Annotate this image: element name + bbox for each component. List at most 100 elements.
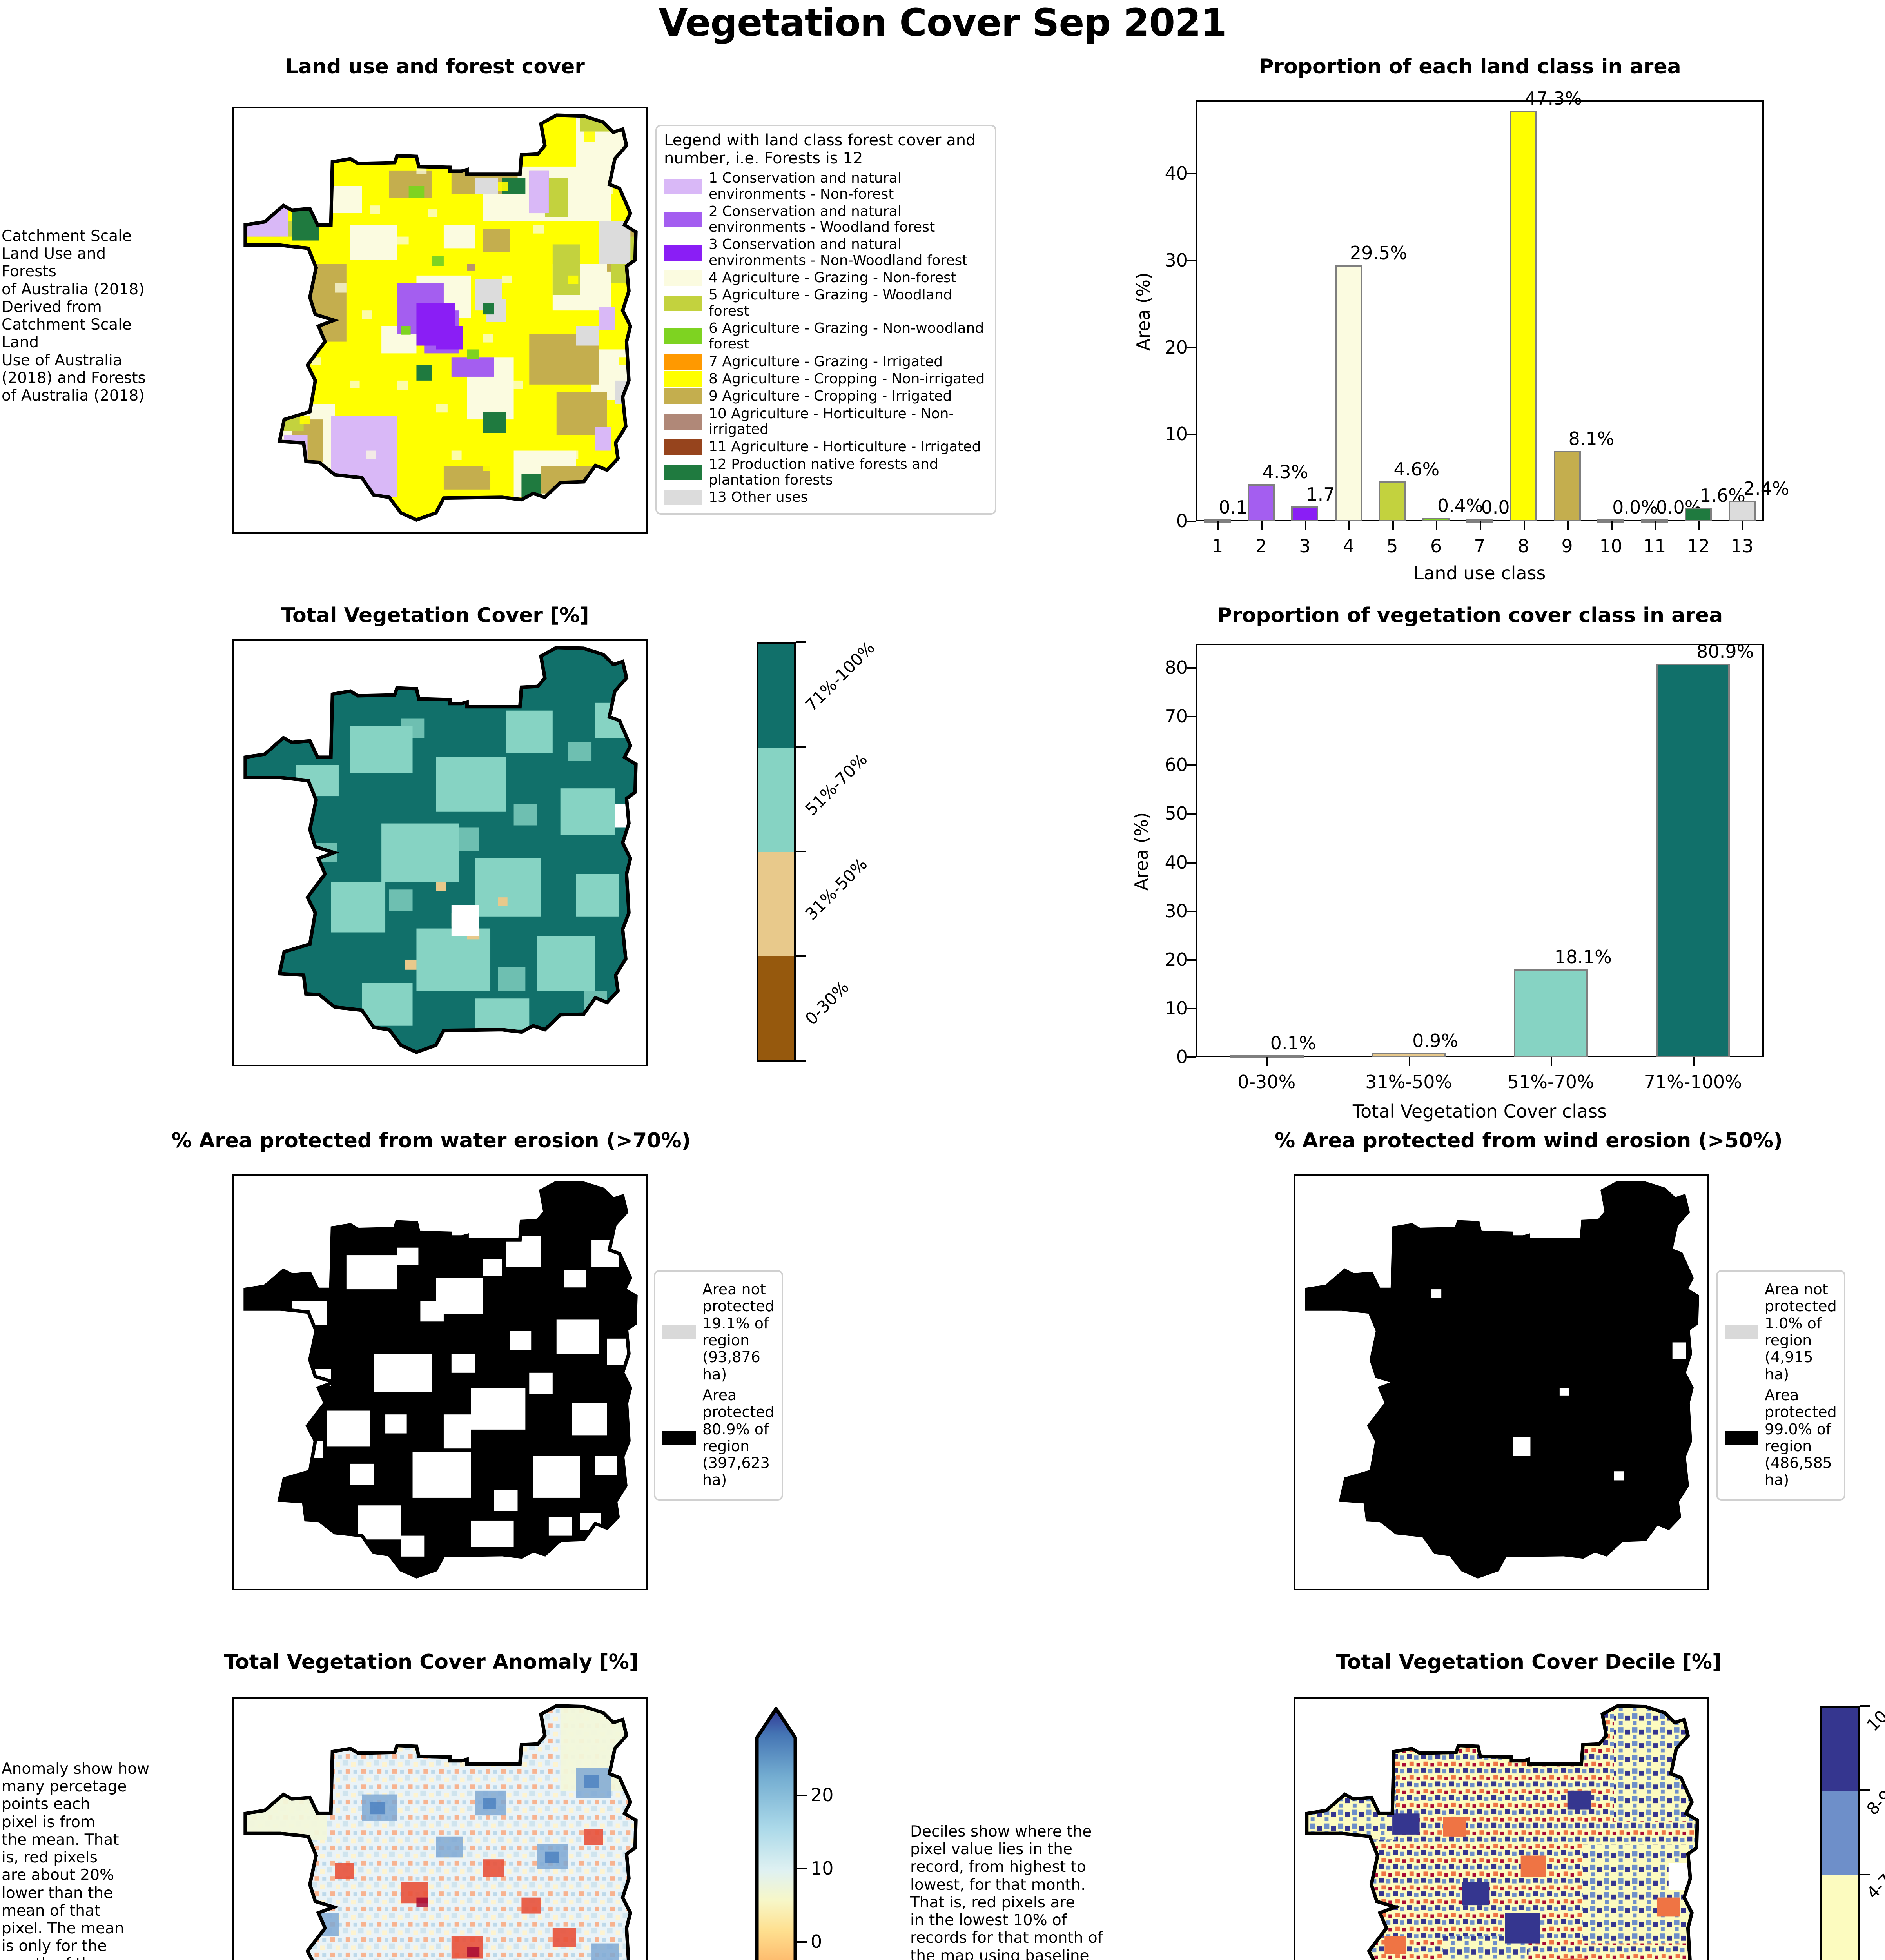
x-axis-tick — [1261, 521, 1263, 530]
wind-erosion-map[interactable] — [1294, 1174, 1709, 1590]
label-protected: Area protected 80.9% of region (397,623 … — [702, 1386, 775, 1489]
legend-label-13: 13 Other uses — [709, 489, 808, 506]
x-axis-tick-label: 9 — [1561, 535, 1573, 557]
legend-item-1[interactable]: 1 Conservation and natural environments … — [664, 171, 988, 202]
legend-label-2: 2 Conservation and natural environments … — [709, 203, 935, 236]
bar-8[interactable] — [1509, 110, 1537, 521]
legend-label-1: 1 Conservation and natural environments … — [709, 170, 902, 202]
water-erosion-legend-item-protected[interactable]: Area protected 80.9% of region (397,623 … — [662, 1387, 775, 1489]
bar-4[interactable] — [1335, 265, 1362, 521]
legend-item-11[interactable]: 11 Agriculture - Horticulture - Irrigate… — [664, 439, 988, 455]
decile-label-8-9: 8-9 — [1863, 1786, 1885, 1819]
legend-swatch-1 — [664, 178, 702, 194]
bar-value-label: 29.5% — [1350, 242, 1407, 264]
bar-value-label: 80.9% — [1696, 641, 1754, 662]
decile-map[interactable] — [1294, 1697, 1709, 1960]
water-erosion-legend-item-not-protected[interactable]: Area not protected 19.1% of region (93,8… — [662, 1281, 775, 1383]
cbar-seg-71-100 — [758, 644, 794, 748]
y-axis-tick-label: 40 — [1165, 163, 1188, 184]
decile-note: Deciles show where the pixel value lies … — [910, 1823, 1103, 1960]
decile-seg-8-9 — [1822, 1791, 1858, 1875]
bar-31%-50%[interactable] — [1372, 1053, 1446, 1057]
y-axis-tick-label: 10 — [1165, 423, 1188, 445]
y-axis-tick-label: 70 — [1165, 706, 1188, 727]
wind-erosion-legend-item-protected[interactable]: Area protected 99.0% of region (486,585 … — [1725, 1387, 1837, 1489]
chart2-title: Proportion of vegetation cover class in … — [1217, 604, 1723, 627]
bar-71%-100%[interactable] — [1656, 663, 1730, 1057]
veg-cover-colorbar[interactable] — [757, 642, 796, 1062]
legend-swatch-12 — [664, 464, 702, 480]
bar-1[interactable] — [1204, 519, 1231, 523]
water-erosion-map-graphic — [243, 1181, 638, 1579]
bar-5[interactable] — [1379, 481, 1406, 521]
x-axis-tick-label: 8 — [1517, 535, 1529, 557]
legend-swatch-6 — [664, 328, 702, 345]
x-axis-tick — [1217, 521, 1219, 530]
legend-item-8[interactable]: 8 Agriculture - Cropping - Non-irrigated — [664, 371, 988, 387]
anomaly-map[interactable] — [232, 1697, 648, 1960]
bar-3[interactable] — [1291, 506, 1319, 521]
y-axis-tick — [1187, 347, 1196, 348]
land-use-legend: Legend with land class forest cover and … — [655, 125, 996, 515]
bar-6[interactable] — [1422, 518, 1450, 521]
bar-value-label: 0.4% — [1437, 495, 1483, 517]
legend-item-10[interactable]: 10 Agriculture - Horticulture - Non-irri… — [664, 406, 988, 438]
bar-51%-70%[interactable] — [1514, 969, 1588, 1057]
decile-panel-title: Total Vegetation Cover Decile [%] — [1336, 1650, 1722, 1674]
bar-2[interactable] — [1247, 484, 1275, 521]
legend-swatch-2 — [664, 212, 702, 228]
y-axis-tick — [1187, 1056, 1196, 1058]
legend-item-7[interactable]: 7 Agriculture - Grazing - Irrigated — [664, 354, 988, 370]
bar-value-label: 47.3% — [1524, 87, 1582, 109]
land-use-map[interactable] — [232, 107, 648, 534]
cbar-tick-0 — [796, 641, 806, 643]
x-axis-tick-label: 5 — [1386, 535, 1398, 557]
decile-colorbar[interactable] — [1820, 1706, 1860, 1960]
legend-item-6[interactable]: 6 Agriculture - Grazing - Non-woodland f… — [664, 320, 988, 352]
bar-value-label: 4.6% — [1393, 459, 1440, 480]
label-protected: Area protected 99.0% of region (486,585 … — [1765, 1386, 1837, 1489]
water-erosion-map[interactable] — [232, 1174, 648, 1590]
y-axis-tick — [1187, 813, 1196, 815]
bar-7[interactable] — [1466, 519, 1493, 523]
land-use-map-graphic — [243, 113, 638, 522]
bar-11[interactable] — [1641, 519, 1668, 523]
bar-10[interactable] — [1597, 519, 1625, 523]
swatch-not-protected — [1725, 1325, 1758, 1339]
bar-value-label: 18.1% — [1554, 946, 1612, 968]
x-axis-tick — [1408, 1057, 1410, 1066]
bar-value-label: 0.0% — [1612, 497, 1658, 518]
x-axis-tick — [1693, 1057, 1695, 1066]
legend-item-3[interactable]: 3 Conservation and natural environments … — [664, 237, 988, 269]
y-axis-tick-label: 0 — [1176, 510, 1188, 532]
total-vegetation-cover-map[interactable] — [232, 639, 648, 1066]
wind-erosion-legend-item-not-protected[interactable]: Area not protected 1.0% of region (4,915… — [1725, 1281, 1837, 1383]
legend-item-4[interactable]: 4 Agriculture - Grazing - Non-forest — [664, 270, 988, 286]
legend-item-13[interactable]: 13 Other uses — [664, 489, 988, 506]
bar-12[interactable] — [1685, 507, 1712, 521]
bar-9[interactable] — [1553, 451, 1581, 521]
water-erosion-legend: Area not protected 19.1% of region (93,8… — [654, 1270, 783, 1501]
anomaly-label-0: 0 — [811, 1931, 822, 1952]
chart2-xlabel: Total Vegetation Cover class — [1352, 1101, 1607, 1122]
x-axis-tick — [1655, 521, 1656, 530]
y-axis-tick — [1187, 434, 1196, 436]
legend-item-2[interactable]: 2 Conservation and natural environments … — [664, 203, 988, 236]
legend-item-12[interactable]: 12 Production native forests and plantat… — [664, 456, 988, 488]
cbar-label-51-70: 51%-70% — [801, 750, 871, 819]
anomaly-tick-20 — [796, 1795, 807, 1796]
bar-13[interactable] — [1728, 500, 1756, 521]
legend-item-5[interactable]: 5 Agriculture - Grazing - Woodland fores… — [664, 287, 988, 319]
legend-label-6: 6 Agriculture - Grazing - Non-woodland f… — [709, 320, 984, 352]
decile-label-10: 10 — [1863, 1706, 1885, 1735]
legend-label-9: 9 Agriculture - Cropping - Irrigated — [709, 388, 952, 405]
legend-item-9[interactable]: 9 Agriculture - Cropping - Irrigated — [664, 388, 988, 405]
decile-tick-8-9 — [1860, 1789, 1870, 1791]
legend-label-12: 12 Production native forests and plantat… — [709, 456, 938, 488]
anomaly-tick-0 — [796, 1941, 807, 1943]
anomaly-colorbar[interactable] — [755, 1705, 798, 1960]
land-class-bar-chart[interactable]: Area (%) Land use class 0 10 20 30 40 0.1% 1 4.… — [1133, 88, 1789, 584]
legend-label-10: 10 Agriculture - Horticulture - Non-irri… — [709, 405, 954, 437]
bar-value-label: 0.1% — [1270, 1033, 1316, 1054]
